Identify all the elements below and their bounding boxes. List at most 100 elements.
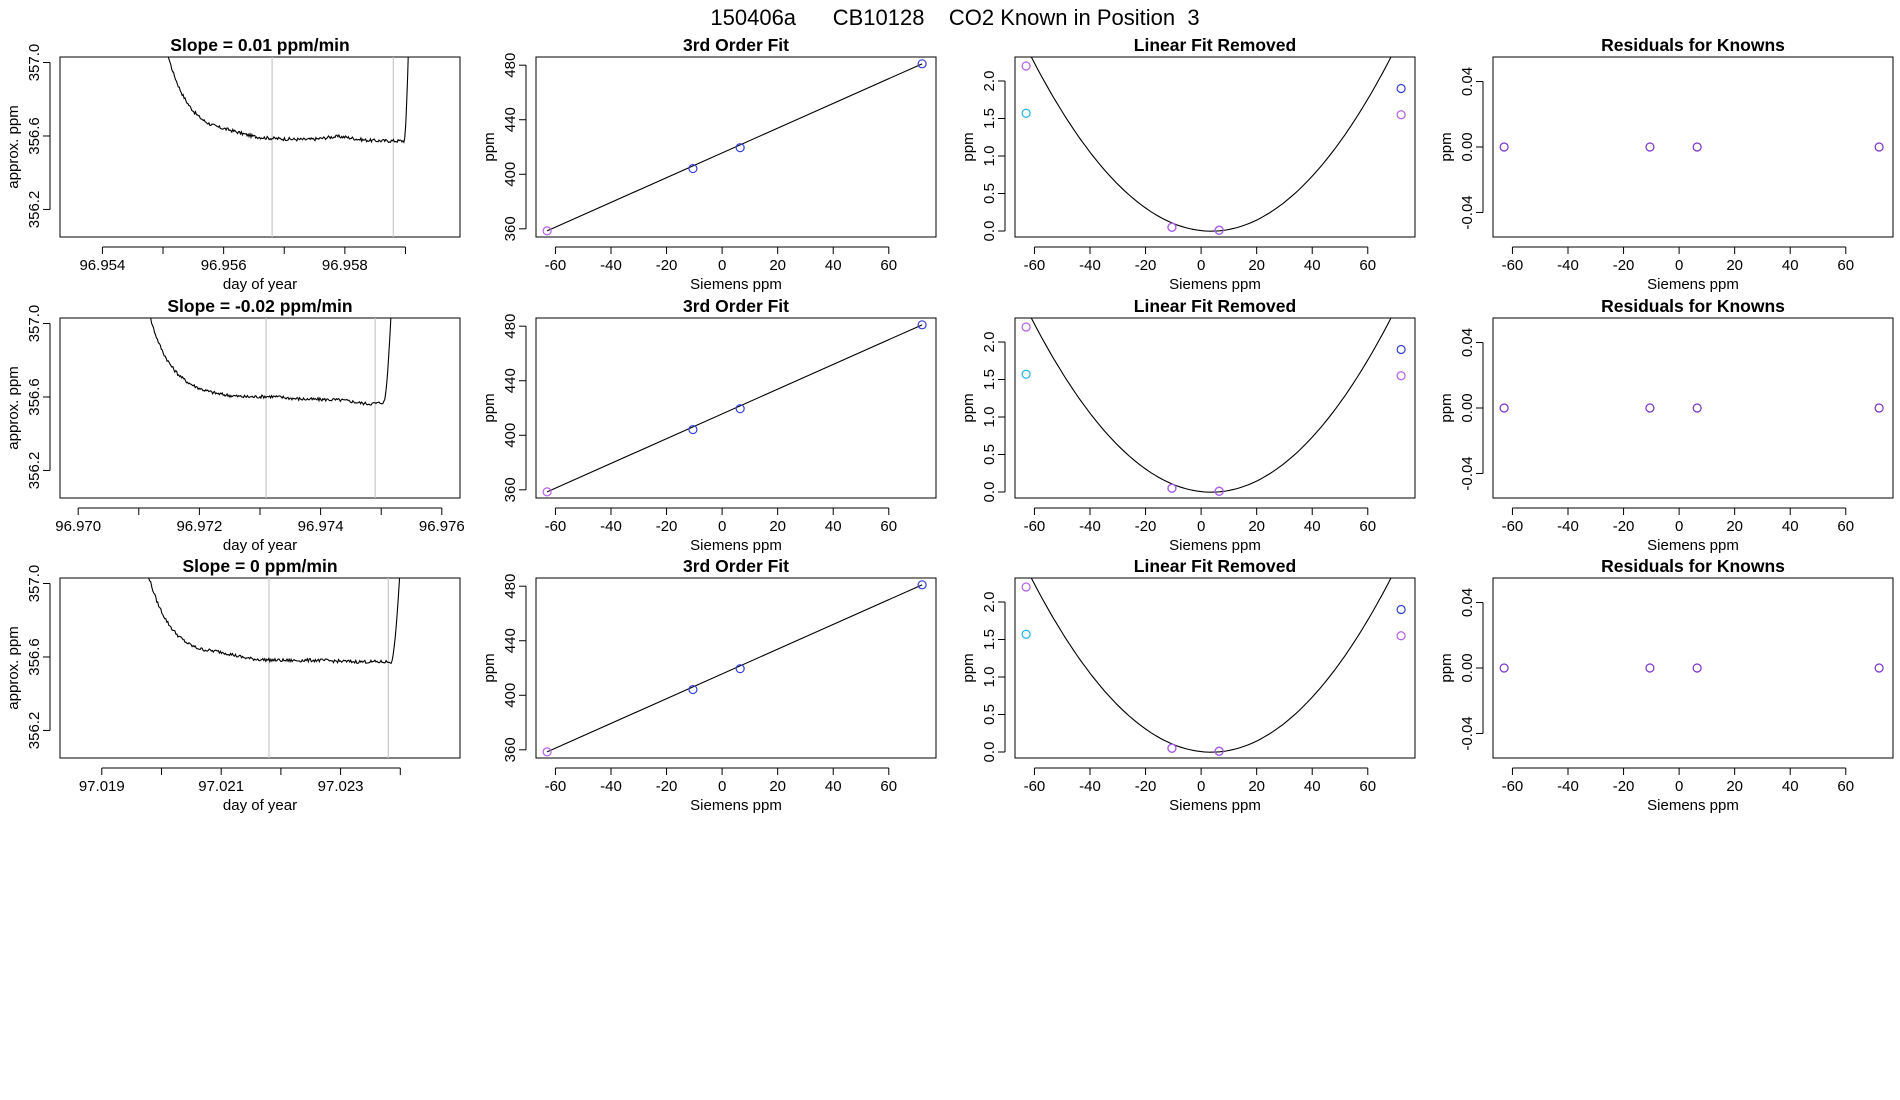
data-point-blue bbox=[688, 424, 698, 435]
panel-fit: 3rd Order Fit -60 -40 -20 0 20 40 60 Siemens ppm… bbox=[481, 556, 937, 814]
data-point-violet bbox=[1214, 225, 1224, 235]
y-tick-label: 0.0 bbox=[981, 482, 998, 503]
y-tick-label: 356.6 bbox=[26, 117, 43, 155]
panel-title: Residuals for Knowns bbox=[1601, 35, 1785, 55]
data-point-purple bbox=[1645, 663, 1655, 673]
x-tick-label: 60 bbox=[880, 518, 897, 535]
data-point-violet bbox=[1167, 483, 1177, 493]
x-tick-label: -20 bbox=[1613, 518, 1635, 535]
data-point-purple bbox=[1645, 142, 1655, 152]
residual-parabola-curve bbox=[1030, 578, 1392, 753]
panel-title: Linear Fit Removed bbox=[1134, 296, 1296, 316]
data-point-purple bbox=[1499, 663, 1509, 673]
plot-frame bbox=[1492, 56, 1894, 238]
x-tick-label: 20 bbox=[769, 518, 786, 535]
y-tick-label: 360 bbox=[502, 216, 519, 241]
x-tick-label: 60 bbox=[880, 778, 897, 795]
y-tick-label: 0.04 bbox=[1459, 328, 1476, 357]
y-tick-label: 1.0 bbox=[981, 407, 998, 428]
y-axis-title: ppm bbox=[960, 393, 977, 422]
x-axis-title: Siemens ppm bbox=[690, 797, 782, 814]
data-point-violet bbox=[1021, 322, 1031, 332]
x-tick-label: -20 bbox=[1613, 778, 1635, 795]
y-axis-title: ppm bbox=[960, 132, 977, 161]
x-tick-label: 40 bbox=[825, 518, 842, 535]
x-axis-title: day of year bbox=[223, 797, 297, 814]
data-point-purple bbox=[1645, 403, 1655, 413]
data-point-violet bbox=[1021, 582, 1031, 592]
y-tick-label: 0.04 bbox=[1459, 67, 1476, 96]
x-tick-label: -40 bbox=[1079, 518, 1101, 535]
x-tick-label: 60 bbox=[880, 257, 897, 274]
y-axis-title: approx. ppm bbox=[5, 105, 22, 188]
x-tick-label: -40 bbox=[1557, 778, 1579, 795]
data-point-purple bbox=[1692, 403, 1702, 413]
plot-frame bbox=[535, 317, 937, 499]
y-tick-label: 356.6 bbox=[26, 638, 43, 676]
x-tick-label: 0 bbox=[718, 778, 726, 795]
y-axis-title: ppm bbox=[1438, 132, 1455, 161]
panel-fit: 3rd Order Fit -60 -40 -20 0 20 40 60 Siemens ppm… bbox=[481, 296, 937, 554]
y-axis-title: ppm bbox=[1438, 653, 1455, 682]
y-tick-label: 0.5 bbox=[981, 444, 998, 465]
x-tick-label: 20 bbox=[769, 257, 786, 274]
panel-residuals: Residuals for Knowns -60 -40 -20 0 20 40 60 Siem… bbox=[1438, 556, 1894, 814]
x-axis-title: Siemens ppm bbox=[690, 276, 782, 293]
panel-timeseries: Slope = 0 ppm/min 97.019 97.021 97.023 day o… bbox=[5, 556, 461, 814]
x-tick-label: 0 bbox=[718, 518, 726, 535]
x-tick-label: 96.958 bbox=[322, 257, 368, 274]
x-tick-label: 40 bbox=[1304, 518, 1321, 535]
ppm-trace-line bbox=[149, 318, 392, 406]
x-tick-label: 60 bbox=[1837, 518, 1854, 535]
residual-parabola-curve bbox=[1030, 57, 1392, 232]
data-point-purple bbox=[1874, 663, 1884, 673]
data-point-blue bbox=[688, 163, 698, 174]
y-axis-title: approx. ppm bbox=[5, 626, 22, 709]
y-tick-label: 0.0 bbox=[981, 742, 998, 763]
data-point-violet bbox=[542, 487, 552, 497]
panel-linear-removed: Linear Fit Removed -60 -40 -20 0 20 40 60 Siemen… bbox=[960, 556, 1416, 814]
x-tick-label: -20 bbox=[656, 778, 678, 795]
data-point-purple bbox=[1499, 142, 1509, 152]
panel-residuals: Residuals for Knowns -60 -40 -20 0 20 40 60 Siem… bbox=[1438, 296, 1894, 554]
plot-area bbox=[1030, 57, 1392, 232]
data-point-blue bbox=[917, 59, 927, 69]
x-axis-title: Siemens ppm bbox=[1169, 797, 1261, 814]
plot-area bbox=[546, 324, 923, 493]
data-point-violet bbox=[1396, 631, 1406, 641]
x-tick-label: 97.019 bbox=[79, 778, 125, 795]
y-tick-label: 400 bbox=[502, 683, 519, 708]
data-point-blue bbox=[1396, 83, 1406, 94]
panel-title: 3rd Order Fit bbox=[683, 556, 789, 576]
y-tick-label: 356.2 bbox=[26, 712, 43, 750]
x-tick-label: 20 bbox=[1726, 778, 1743, 795]
x-tick-label: 60 bbox=[1359, 518, 1376, 535]
panel-title: 3rd Order Fit bbox=[683, 35, 789, 55]
panel-timeseries: Slope = -0.02 ppm/min 96.970 96.972 96.974 9… bbox=[5, 296, 465, 554]
x-tick-label: 40 bbox=[1782, 518, 1799, 535]
x-tick-label: 60 bbox=[1359, 778, 1376, 795]
y-tick-label: 360 bbox=[502, 737, 519, 762]
x-tick-label: 40 bbox=[1304, 778, 1321, 795]
data-point-purple bbox=[1499, 403, 1509, 413]
x-tick-label: 0 bbox=[1675, 257, 1683, 274]
x-tick-label: 20 bbox=[1248, 778, 1265, 795]
data-point-blue bbox=[917, 580, 927, 590]
data-point-blue bbox=[1396, 604, 1406, 615]
data-point-blue bbox=[735, 143, 745, 153]
plot-frame bbox=[535, 577, 937, 759]
y-tick-label: 440 bbox=[502, 628, 519, 653]
data-point-blue bbox=[917, 320, 927, 330]
data-point-purple bbox=[1874, 403, 1884, 413]
y-axis-title: ppm bbox=[481, 393, 498, 422]
data-point-violet bbox=[1214, 486, 1224, 496]
data-point-blue bbox=[1396, 344, 1406, 355]
y-tick-label: 1.0 bbox=[981, 667, 998, 688]
y-tick-label: 480 bbox=[502, 314, 519, 339]
y-axis-title: ppm bbox=[481, 653, 498, 682]
fit-line bbox=[546, 584, 923, 753]
x-tick-label: 97.023 bbox=[318, 778, 364, 795]
y-tick-label: 2.0 bbox=[981, 332, 998, 353]
data-point-purple bbox=[1874, 142, 1884, 152]
plot-area bbox=[546, 63, 923, 232]
